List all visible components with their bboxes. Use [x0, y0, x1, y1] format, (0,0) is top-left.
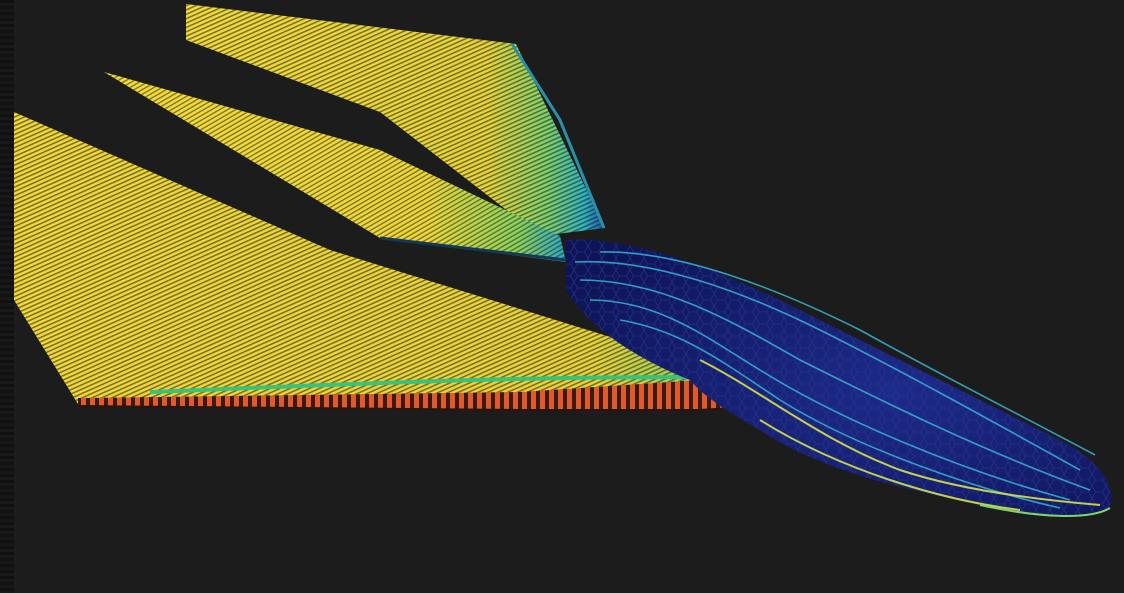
leading-edge-high-shear	[78, 376, 796, 410]
upper-wing-streamlines	[186, 4, 606, 236]
tail-wing-streamlines	[104, 72, 567, 262]
fuselage	[566, 239, 1112, 517]
upper-wing-streak-texture	[186, 4, 605, 236]
viewport-left-border	[0, 0, 14, 593]
upper-wing-trailing-edge	[510, 43, 606, 229]
fuselage-high-shear-lines	[699, 359, 1101, 511]
fuselage-streamlines	[574, 251, 1096, 509]
tail-wing-leading-edge	[379, 236, 567, 262]
fuselage-nose-edge	[979, 504, 1111, 517]
tail-wing-streak-texture	[104, 72, 566, 262]
lower-wing-streak-texture	[14, 112, 790, 404]
